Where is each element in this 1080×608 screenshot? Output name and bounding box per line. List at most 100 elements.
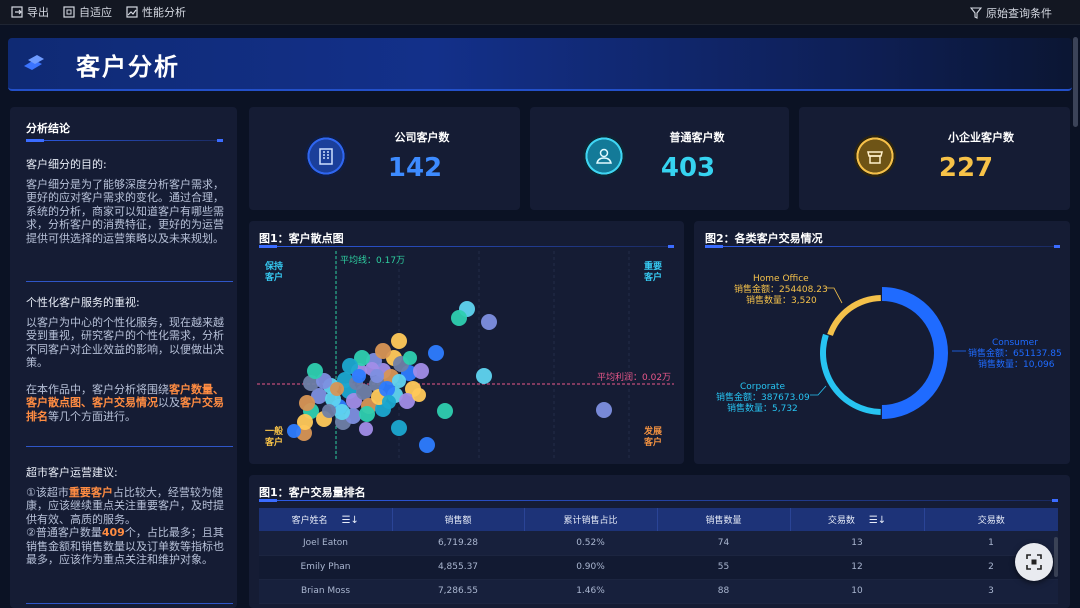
donut-chart: Home Office 销售金额：254408.23 销售数量：3,520 Co… — [716, 274, 1062, 419]
cell: 7,286.55 — [392, 579, 524, 604]
filter-icon — [970, 6, 982, 19]
adaptive-button[interactable]: 自适应 — [63, 4, 112, 20]
cell: 10 — [790, 579, 924, 604]
scatter-point[interactable] — [481, 314, 497, 330]
donut-segment-home-office[interactable] — [827, 295, 881, 336]
sort-icon[interactable]: ☰↓ — [868, 515, 887, 526]
header-label: 销售额 — [444, 516, 472, 526]
kpi-value: 403 — [660, 153, 716, 183]
text: 等几个方面进行。 — [48, 409, 136, 423]
section-operation-advice: 超市客户运营建议: ①该超市重要客户占比较大，经营较为健康，应该继续重点关注重要… — [26, 466, 224, 567]
transaction-ranking-panel: 图1：客户交易量排名 客户姓名 ☰↓ 销售额 累计销售占比 销售数量 交易数 ☰↓ … — [249, 475, 1070, 608]
kpi-label: 小企业客户数 — [948, 131, 1014, 144]
scatter-point[interactable] — [391, 333, 407, 349]
scatter-point[interactable] — [413, 363, 429, 379]
section-personalized-service: 个性化客户服务的重视: 以客户为中心的个性化服务，现在越来越受到重视，研究客户的… — [26, 296, 224, 423]
column-header-cumulative[interactable]: 累计销售占比 — [524, 508, 658, 531]
scatter-point[interactable] — [322, 404, 336, 418]
page-scrollbar[interactable] — [1073, 27, 1078, 601]
page-header: 客户分析 — [8, 38, 1072, 91]
customer-transaction-panel: 图2：各类客户交易情况 Home Office 销售金额：254408.23 销… — [694, 221, 1070, 464]
query-conditions-button[interactable]: 原始查询条件 — [970, 0, 1052, 25]
cell: 1.46% — [524, 579, 657, 604]
scatter-point[interactable] — [359, 422, 373, 436]
scatter-point[interactable] — [428, 345, 444, 361]
column-header-quantity[interactable]: 销售数量 — [657, 508, 791, 531]
scatter-point[interactable] — [412, 388, 426, 402]
analysis-conclusion-panel: 分析结论 客户细分的目的: 客户细分是为了能够深度分析客户需求，更好的应对客户需… — [10, 107, 237, 608]
scatter-point[interactable] — [399, 393, 415, 409]
donut-segment-consumer[interactable] — [881, 287, 948, 419]
panel-title: 图1：客户交易量排名 — [259, 486, 366, 499]
building-icon — [305, 135, 347, 177]
highlight-text: 客户交易排名 — [26, 396, 224, 423]
scatter-point[interactable] — [596, 402, 612, 418]
scatter-point[interactable] — [307, 363, 323, 379]
kpi-value: 142 — [387, 153, 443, 183]
scatter-point[interactable] — [419, 437, 435, 453]
scatter-point[interactable] — [382, 395, 396, 409]
scatter-point[interactable] — [299, 395, 315, 411]
export-button[interactable]: 导出 — [11, 4, 49, 20]
shop-icon — [854, 135, 896, 177]
quadrant-label-keep: 保持 — [264, 260, 283, 272]
scatter-point[interactable] — [287, 424, 301, 438]
section-body: 客户细分是为了能够深度分析客户需求，更好的应对客户需求的变化。通过合理，系统的分… — [26, 177, 224, 245]
column-header-sales[interactable]: 销售额 — [392, 508, 525, 531]
divider — [26, 603, 233, 604]
sort-icon[interactable]: ☰↓ — [341, 515, 359, 526]
column-header-name[interactable]: 客户姓名 ☰↓ — [259, 508, 393, 531]
scatter-point[interactable] — [370, 369, 384, 383]
highlight-text: 客户数量、客户散点图、客户交易情况 — [26, 382, 224, 410]
title-underline — [259, 245, 674, 248]
performance-button[interactable]: 性能分析 — [126, 4, 186, 20]
focus-mode-button[interactable] — [1015, 543, 1053, 581]
scatter-point[interactable] — [334, 404, 350, 420]
scatter-point[interactable] — [403, 351, 417, 365]
cell: 4,855.37 — [392, 555, 524, 580]
scatter-point[interactable] — [375, 343, 391, 359]
scatter-point[interactable] — [437, 403, 453, 419]
column-header-transactions[interactable]: 交易数 ☰↓ — [790, 508, 925, 531]
layers-logo-icon — [24, 55, 44, 70]
scatter-point[interactable] — [342, 358, 358, 374]
home-office-amount: 销售金额：254408.23 — [734, 283, 828, 295]
text: 在本作品中，客户分析将围绕 — [26, 382, 169, 396]
column-header-rank[interactable]: 交易数 — [924, 508, 1058, 531]
panel-title: 图1：客户散点图 — [259, 232, 344, 245]
divider — [26, 446, 233, 447]
cell: 74 — [657, 531, 790, 556]
scatter-point[interactable] — [297, 414, 313, 430]
header-label: 交易数 — [827, 516, 855, 526]
person-icon — [583, 135, 625, 177]
scatter-point[interactable] — [476, 368, 492, 384]
scatter-point[interactable] — [451, 310, 467, 326]
scatter-point[interactable] — [354, 350, 370, 366]
performance-label: 性能分析 — [142, 6, 186, 19]
table-scrollbar[interactable] — [1054, 537, 1058, 577]
corporate-leader — [810, 385, 827, 396]
scatter-point[interactable] — [391, 420, 407, 436]
scatter-point[interactable] — [311, 388, 327, 404]
header-label: 交易数 — [977, 516, 1005, 526]
section-title: 客户细分的目的: — [26, 158, 107, 171]
table-row[interactable]: Joel Eaton 6,719.28 0.52% 74 13 1 — [259, 531, 1058, 556]
ranking-table: 客户姓名 ☰↓ 销售额 累计销售占比 销售数量 交易数 ☰↓ 交易数 Joel Ea… — [259, 508, 1058, 604]
table-row[interactable]: Brian Moss 7,286.55 1.46% 88 10 3 — [259, 579, 1058, 604]
title-underline — [26, 139, 223, 142]
kpi-card-corporate: 公司客户数 142 — [249, 107, 520, 210]
scatter-point[interactable] — [392, 374, 406, 388]
home-office-leader — [826, 287, 843, 304]
scatter-point[interactable] — [352, 369, 366, 383]
kpi-card-consumer: 普通客户数 403 — [530, 107, 789, 210]
scatter-point[interactable] — [379, 381, 395, 397]
kpi-label: 普通客户数 — [669, 131, 725, 144]
table-row[interactable]: Emily Phan 4,855.37 0.90% 55 12 2 — [259, 555, 1058, 580]
panel-title: 分析结论 — [26, 122, 70, 135]
scatter-point[interactable] — [330, 382, 344, 396]
scatter-point[interactable] — [359, 406, 375, 422]
text: ①该超市 — [26, 485, 69, 499]
title-underline — [705, 245, 1060, 248]
corporate-name: Corporate — [740, 382, 785, 392]
donut-segment-corporate[interactable] — [820, 333, 881, 415]
